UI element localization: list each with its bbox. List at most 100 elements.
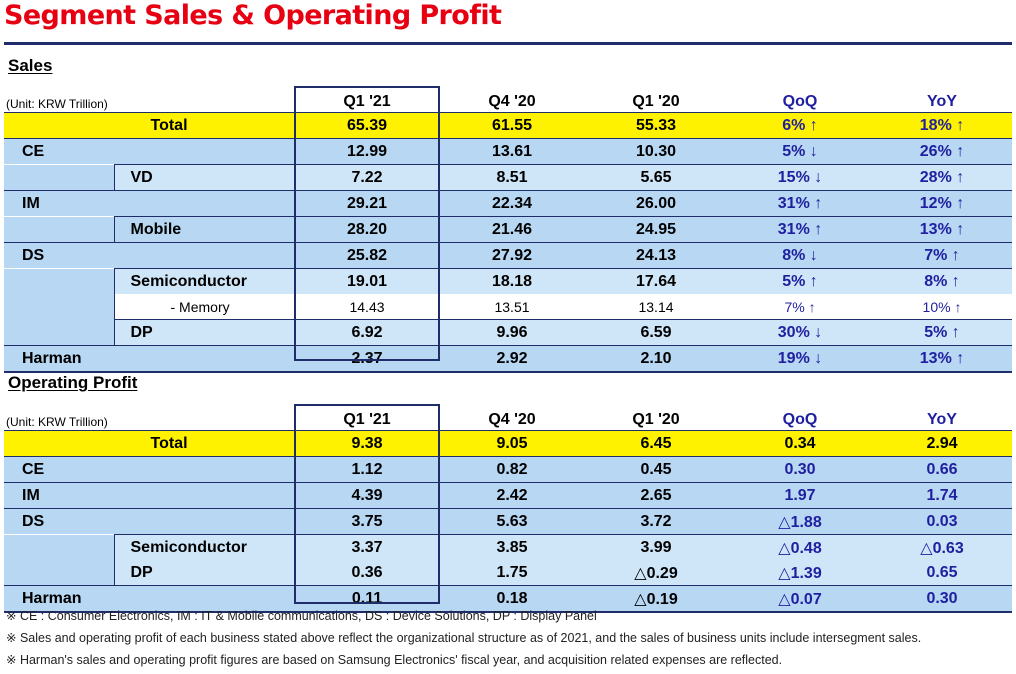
page-title: Segment Sales & Operating Profit — [4, 0, 502, 31]
sales-ds-q4-20: 27.92 — [440, 242, 585, 269]
sales-semi-qoq: 5% ↑ — [728, 268, 873, 294]
sales-total-q1-20: 55.33 — [584, 112, 729, 139]
sales-memory-q1-21: 14.43 — [294, 294, 441, 320]
sales-mobile-q4-20: 21.46 — [440, 216, 585, 243]
op-ce-q4-20: 0.82 — [440, 456, 585, 483]
sales-im-q4-20: 22.34 — [440, 190, 585, 217]
op-semi-q1-21: 3.37 — [294, 534, 441, 560]
sales-ds-yoy: 7% ↑ — [872, 242, 1013, 269]
sales-unit-label: (Unit: KRW Trillion) — [4, 86, 295, 113]
op-table: (Unit: KRW Trillion) Q1 '21 Q4 '20 Q1 '2… — [4, 404, 1013, 613]
op-total-q1-21: 9.38 — [294, 430, 441, 457]
sales-row-ce: CE 12.99 13.61 10.30 5% ↓ 26% ↑ — [4, 138, 1013, 165]
sales-memory-yoy: 10% ↑ — [872, 294, 1013, 320]
sales-mobile-qoq: 31% ↑ — [728, 216, 873, 243]
op-row-harman: Harman 0.11 0.18 △0.19 △0.07 0.30 — [4, 585, 1013, 613]
sales-memory-q4-20: 13.51 — [440, 294, 585, 320]
op-harman-q4-20: 0.18 — [440, 585, 585, 613]
sales-mobile-yoy: 13% ↑ — [872, 216, 1013, 243]
op-header-q1-20: Q1 '20 — [584, 404, 729, 431]
title-divider — [4, 42, 1012, 45]
sales-vd-yoy: 28% ↑ — [872, 164, 1013, 191]
footnote-org-structure: ※ Sales and operating profit of each bus… — [6, 631, 922, 645]
sales-semi-q4-20: 18.18 — [440, 268, 585, 294]
op-harman-qoq: △0.07 — [728, 585, 873, 613]
op-unit-label: (Unit: KRW Trillion) — [4, 404, 295, 431]
op-semi-q1-20: 3.99 — [584, 534, 729, 560]
sales-harman-q4-20: 2.92 — [440, 345, 585, 373]
sales-mobile-label: Mobile — [113, 216, 295, 243]
sales-im-label: IM — [4, 190, 295, 217]
op-im-label: IM — [4, 482, 295, 509]
op-row-ds: DS 3.75 5.63 3.72 △1.88 0.03 — [4, 508, 1013, 535]
sales-ds-qoq: 8% ↓ — [728, 242, 873, 269]
footnote-abbreviations: ※ CE : Consumer Electronics, IM : IT & M… — [6, 609, 597, 623]
sales-ce-qoq: 5% ↓ — [728, 138, 873, 165]
sales-memory-indent — [4, 294, 114, 320]
sales-mobile-indent — [4, 216, 114, 243]
op-dp-q1-21: 0.36 — [294, 560, 441, 586]
sales-dp-q1-20: 6.59 — [584, 319, 729, 346]
sales-memory-label: - Memory — [113, 294, 295, 320]
sales-row-vd: VD 7.22 8.51 5.65 15% ↓ 28% ↑ — [4, 164, 1013, 191]
op-harman-q1-20: △0.19 — [584, 585, 729, 613]
op-header-q1-21: Q1 '21 — [294, 404, 441, 431]
sales-row-memory: - Memory 14.43 13.51 13.14 7% ↑ 10% ↑ — [4, 294, 1013, 320]
op-harman-label: Harman — [4, 585, 295, 613]
op-ds-q1-21: 3.75 — [294, 508, 441, 535]
sales-section-title: Sales — [8, 56, 53, 75]
op-header-yoy: YoY — [872, 404, 1013, 431]
op-ds-yoy: 0.03 — [872, 508, 1013, 535]
sales-ce-q1-20: 10.30 — [584, 138, 729, 165]
op-header-row: (Unit: KRW Trillion) Q1 '21 Q4 '20 Q1 '2… — [4, 404, 1013, 431]
op-im-qoq: 1.97 — [728, 482, 873, 509]
sales-semi-q1-21: 19.01 — [294, 268, 441, 294]
op-total-yoy: 2.94 — [872, 430, 1013, 457]
op-total-q1-20: 6.45 — [584, 430, 729, 457]
op-ds-q1-20: 3.72 — [584, 508, 729, 535]
sales-total-q1-21: 65.39 — [294, 112, 441, 139]
sales-semi-q1-20: 17.64 — [584, 268, 729, 294]
op-im-q4-20: 2.42 — [440, 482, 585, 509]
sales-ce-label: CE — [4, 138, 295, 165]
op-row-ce: CE 1.12 0.82 0.45 0.30 0.66 — [4, 456, 1013, 483]
sales-dp-q1-21: 6.92 — [294, 319, 441, 346]
sales-ds-label: DS — [4, 242, 295, 269]
op-semi-label: Semiconductor — [113, 534, 295, 560]
op-dp-q1-20: △0.29 — [584, 560, 729, 586]
sales-dp-q4-20: 9.96 — [440, 319, 585, 346]
op-header-q4-20: Q4 '20 — [440, 404, 585, 431]
op-ce-q1-21: 1.12 — [294, 456, 441, 483]
op-row-semiconductor: Semiconductor 3.37 3.85 3.99 △0.48 △0.63 — [4, 534, 1013, 560]
sales-vd-q1-21: 7.22 — [294, 164, 441, 191]
sales-header-qoq: QoQ — [728, 86, 873, 113]
op-semi-q4-20: 3.85 — [440, 534, 585, 560]
op-dp-indent — [4, 560, 114, 586]
op-semi-yoy: △0.63 — [872, 534, 1013, 560]
sales-header-yoy: YoY — [872, 86, 1013, 113]
sales-total-q4-20: 61.55 — [440, 112, 585, 139]
op-total-q4-20: 9.05 — [440, 430, 585, 457]
sales-header-q4-20: Q4 '20 — [440, 86, 585, 113]
sales-memory-q1-20: 13.14 — [584, 294, 729, 320]
sales-ce-q1-21: 12.99 — [294, 138, 441, 165]
sales-row-dp: DP 6.92 9.96 6.59 30% ↓ 5% ↑ — [4, 319, 1013, 346]
sales-row-total: Total 65.39 61.55 55.33 6% ↑ 18% ↑ — [4, 112, 1013, 139]
op-header-qoq: QoQ — [728, 404, 873, 431]
sales-ce-q4-20: 13.61 — [440, 138, 585, 165]
sales-im-yoy: 12% ↑ — [872, 190, 1013, 217]
op-im-yoy: 1.74 — [872, 482, 1013, 509]
op-ds-qoq: △1.88 — [728, 508, 873, 535]
sales-ce-yoy: 26% ↑ — [872, 138, 1013, 165]
op-dp-q4-20: 1.75 — [440, 560, 585, 586]
op-row-im: IM 4.39 2.42 2.65 1.97 1.74 — [4, 482, 1013, 509]
sales-dp-yoy: 5% ↑ — [872, 319, 1013, 346]
sales-semi-indent — [4, 268, 114, 294]
sales-mobile-q1-21: 28.20 — [294, 216, 441, 243]
sales-vd-qoq: 15% ↓ — [728, 164, 873, 191]
op-semi-qoq: △0.48 — [728, 534, 873, 560]
sales-dp-label: DP — [113, 319, 295, 346]
op-total-qoq: 0.34 — [728, 430, 873, 457]
sales-dp-qoq: 30% ↓ — [728, 319, 873, 346]
sales-harman-q1-21: 2.37 — [294, 345, 441, 373]
